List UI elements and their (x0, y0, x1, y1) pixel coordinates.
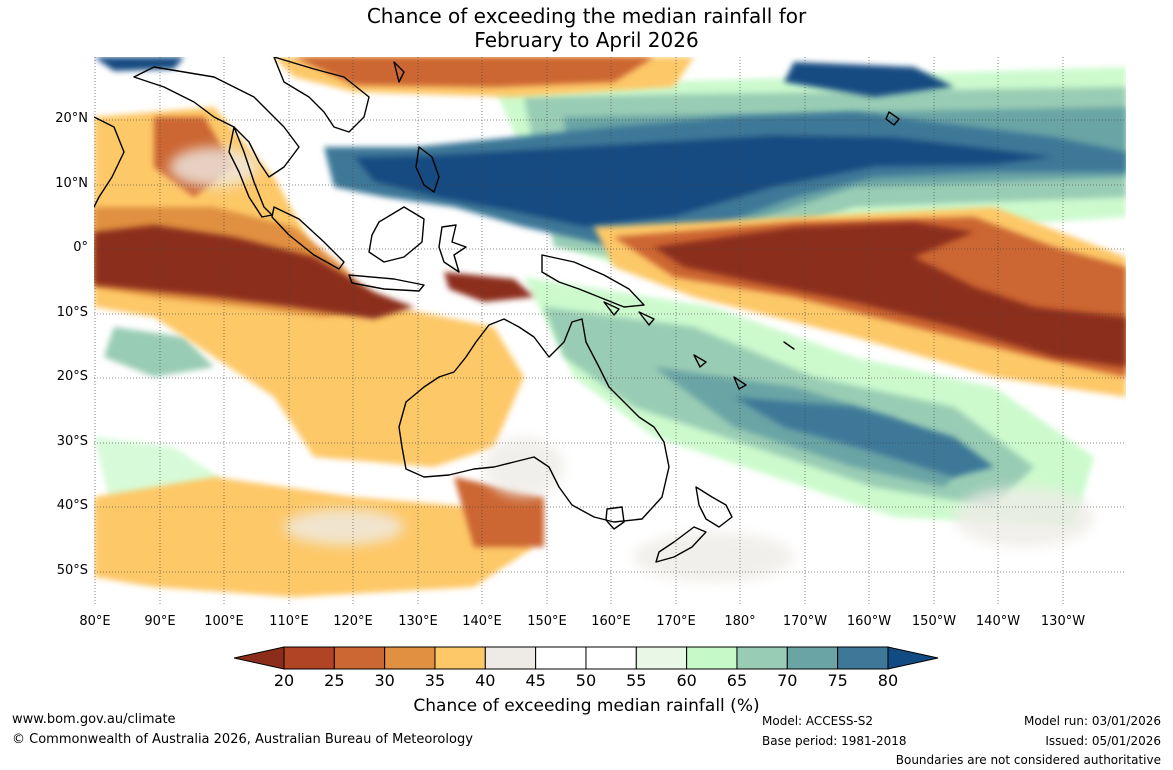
se-asia-outline (133, 66, 300, 178)
map-title: Chance of exceeding the median rainfall … (0, 4, 1173, 52)
wet-band (94, 57, 1126, 477)
colorbar-cell (786, 646, 839, 670)
china-coast-outline (273, 57, 370, 133)
rainfall-map (94, 57, 1126, 605)
lon-label-150e: 150°E (527, 614, 567, 629)
lon-label-120e: 120°E (333, 614, 373, 629)
colorbar-tick-label: 65 (726, 671, 748, 690)
tasmania-outline (605, 506, 625, 530)
colorbar-tick-label: 80 (877, 671, 899, 690)
lon-label-160e: 160°E (591, 614, 631, 629)
colorbar-tick-label: 30 (374, 671, 395, 690)
colorbar-cells (283, 646, 889, 670)
lon-label-170w: 170°W (782, 614, 828, 629)
footer-website: www.bom.gov.au/climate (12, 712, 176, 727)
colorbar (234, 646, 939, 670)
lon-label-160w: 160°W (846, 614, 892, 629)
colorbar-tick-label: 75 (827, 671, 848, 690)
title-line-2: February to April 2026 (474, 28, 699, 52)
philippines-outline (415, 146, 440, 193)
colorbar-tick-label: 40 (475, 671, 496, 690)
footer-disclaimer: Boundaries are not considered authoritat… (895, 753, 1161, 767)
lon-label-150w: 150°W (911, 614, 957, 629)
lon-label-140w: 140°W (975, 614, 1021, 629)
colorbar-tick-label: 35 (424, 671, 446, 690)
borneo-outline (368, 206, 425, 263)
lon-label-110e: 110°E (269, 614, 309, 629)
dry-region-strong (94, 222, 1126, 367)
neutral-patches (169, 147, 1094, 582)
colorbar-right-arrow (887, 646, 939, 670)
colorbar-tick-label: 45 (525, 671, 546, 690)
colorbar-left-arrow (234, 646, 285, 670)
lon-label-130w: 130°W (1040, 614, 1086, 629)
malay-peninsula-outline (228, 126, 273, 218)
footer-copyright: © Commonwealth of Australia 2026, Austra… (12, 732, 473, 747)
lat-label-30s: 30°S (56, 434, 88, 449)
colorbar-cell (434, 646, 486, 670)
colorbar-tick-label: 60 (676, 671, 697, 690)
gridlines (94, 57, 1126, 605)
colorbar-cell (837, 646, 889, 670)
lon-label-140e: 140°E (462, 614, 502, 629)
colorbar-cell (736, 646, 788, 670)
lon-label-90e: 90°E (144, 614, 176, 629)
lon-label-100e: 100°E (204, 614, 244, 629)
lon-label-170e: 170°E (656, 614, 696, 629)
footer-base-period: Base period: 1981-2018 (762, 734, 907, 748)
lat-label-0: 0° (73, 240, 88, 255)
colorbar-cell (484, 646, 537, 670)
coastlines (94, 57, 900, 563)
sulawesi-outline (438, 224, 467, 273)
colorbar-tick-label: 70 (777, 671, 798, 690)
footer-model: Model: ACCESS-S2 (762, 714, 874, 728)
colorbar-tick-label: 20 (273, 671, 295, 690)
colorbar-tick-label: 25 (324, 671, 345, 690)
colorbar-cell (535, 646, 587, 670)
new-guinea-outline (541, 254, 645, 308)
colorbar-cell (283, 646, 335, 670)
lon-label-80e: 80°E (79, 614, 111, 629)
sumatra-outline (271, 206, 345, 270)
nz-south-outline (655, 526, 707, 563)
colorbar-cell (686, 646, 738, 670)
lat-label-10n: 10°N (55, 176, 88, 191)
colorbar-cell (384, 646, 436, 670)
colorbar-cell (585, 646, 637, 670)
australia-outline (398, 318, 670, 523)
lat-label-20s: 20°S (56, 369, 88, 384)
nz-north-outline (695, 486, 733, 528)
lat-label-50s: 50°S (56, 563, 88, 578)
lat-label-10s: 10°S (56, 305, 88, 320)
title-line-1: Chance of exceeding the median rainfall … (366, 4, 807, 28)
colorbar-label: Chance of exceeding median rainfall (%) (413, 696, 760, 716)
colorbar-cell (333, 646, 386, 670)
colorbar-cell (635, 646, 688, 670)
footer-issued: Issued: 05/01/2026 (1045, 734, 1161, 748)
india-outline (94, 116, 125, 208)
map-svg (94, 57, 1126, 605)
footer-model-run: Model run: 03/01/2026 (1023, 714, 1161, 728)
lon-label-180: 180° (724, 614, 756, 629)
lat-label-20n: 20°N (55, 111, 88, 126)
colorbar-tick-label: 50 (575, 671, 597, 690)
colorbar-tick-label: 55 (626, 671, 647, 690)
lon-label-130e: 130°E (398, 614, 438, 629)
java-outline (348, 274, 425, 292)
lat-label-40s: 40°S (56, 498, 88, 513)
